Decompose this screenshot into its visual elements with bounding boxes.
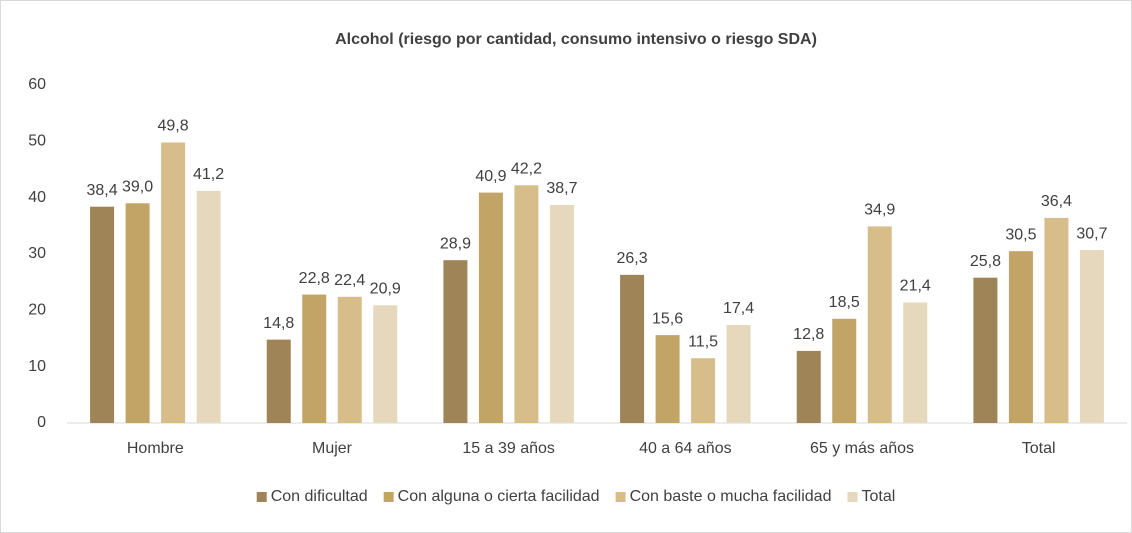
- value-label: 49,8: [158, 118, 189, 135]
- value-label: 15,6: [652, 310, 683, 327]
- bar: [903, 302, 928, 423]
- y-tick-label: 50: [28, 133, 46, 150]
- legend-swatch: [256, 492, 267, 502]
- value-label: 26,3: [617, 250, 648, 267]
- value-label: 41,2: [193, 166, 224, 183]
- bar: [973, 277, 998, 423]
- value-label: 34,9: [864, 202, 895, 219]
- bar: [549, 204, 574, 423]
- legend-label: Con dificultad: [271, 488, 368, 505]
- x-tick-label: 40 a 64 años: [639, 440, 732, 457]
- x-tick-label: 15 a 39 años: [462, 440, 555, 457]
- bar: [796, 350, 821, 423]
- value-label: 39,0: [122, 179, 153, 196]
- bar: [478, 192, 503, 423]
- value-label: 40,9: [475, 168, 506, 185]
- bar: [1008, 251, 1033, 423]
- x-tick-label: Mujer: [312, 440, 353, 457]
- bar: [620, 274, 645, 423]
- bar: [832, 318, 857, 423]
- bar: [125, 203, 150, 423]
- legend-swatch: [847, 492, 858, 502]
- bar: [90, 206, 115, 423]
- bar: [1044, 217, 1069, 423]
- bar: [443, 260, 468, 423]
- bar: [161, 142, 186, 423]
- bar: [867, 226, 892, 423]
- value-label: 14,8: [263, 315, 294, 332]
- bar: [266, 339, 291, 423]
- value-label: 17,4: [723, 300, 754, 317]
- legend-label: Total: [861, 488, 895, 505]
- y-tick-label: 60: [28, 76, 46, 93]
- value-label: 38,7: [546, 180, 577, 197]
- value-label: 36,4: [1041, 193, 1072, 210]
- value-label: 30,5: [1005, 226, 1036, 243]
- bar: [514, 185, 539, 423]
- value-label: 30,7: [1076, 225, 1107, 242]
- legend-label: Con alguna o cierta facilidad: [398, 488, 600, 505]
- y-tick-label: 0: [37, 414, 46, 431]
- value-label: 12,8: [793, 326, 824, 343]
- value-label: 22,4: [334, 272, 365, 289]
- value-label: 42,2: [511, 160, 542, 177]
- y-tick-label: 40: [28, 189, 46, 206]
- value-label: 28,9: [440, 235, 471, 252]
- value-label: 18,5: [829, 294, 860, 311]
- value-label: 22,8: [299, 270, 330, 287]
- x-tick-label: Total: [1022, 440, 1056, 457]
- value-label: 25,8: [970, 253, 1001, 270]
- bar: [373, 305, 398, 423]
- x-tick-label: 65 y más años: [810, 440, 914, 457]
- value-label: 21,4: [900, 278, 931, 295]
- value-label: 20,9: [370, 280, 401, 297]
- bar: [337, 296, 362, 423]
- value-label: 11,5: [688, 333, 718, 350]
- legend-swatch: [383, 492, 394, 502]
- y-tick-label: 20: [28, 302, 46, 319]
- x-tick-label: Hombre: [127, 440, 184, 457]
- bar: [1079, 250, 1104, 423]
- bar: [196, 190, 221, 423]
- value-label: 38,4: [87, 182, 118, 199]
- y-tick-label: 10: [28, 358, 46, 375]
- chart-title: Alcohol (riesgo por cantidad, consumo in…: [335, 31, 817, 48]
- legend-swatch: [615, 492, 626, 502]
- bar: [726, 324, 751, 423]
- bar: [655, 335, 680, 423]
- bar: [691, 358, 716, 423]
- legend-label: Con baste o mucha facilidad: [630, 488, 832, 505]
- bar: [302, 294, 327, 423]
- y-tick-label: 30: [28, 245, 46, 262]
